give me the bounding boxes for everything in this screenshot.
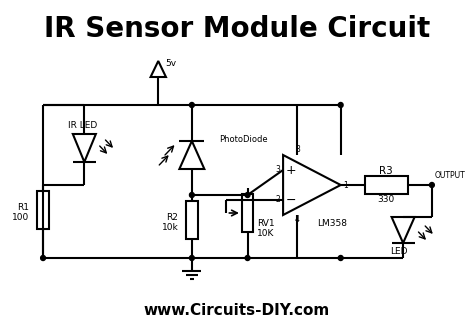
Circle shape (190, 256, 194, 260)
Text: 1: 1 (344, 181, 348, 189)
Circle shape (190, 192, 194, 198)
Text: RV1: RV1 (257, 218, 275, 228)
Text: LM358: LM358 (317, 218, 346, 228)
Circle shape (429, 183, 434, 187)
Circle shape (190, 102, 194, 108)
Circle shape (245, 192, 250, 198)
Text: 3: 3 (275, 166, 280, 174)
Bar (186, 201, 198, 239)
Text: IR Sensor Module Circuit: IR Sensor Module Circuit (44, 15, 430, 43)
Text: +: + (285, 164, 296, 176)
Text: 5v: 5v (165, 58, 176, 67)
Text: R1: R1 (18, 202, 29, 212)
Text: R3: R3 (379, 166, 393, 176)
Text: www.Circuits-DIY.com: www.Circuits-DIY.com (144, 303, 330, 318)
Text: LED: LED (391, 246, 408, 256)
Text: 2: 2 (275, 196, 280, 204)
Text: 10k: 10k (162, 224, 178, 232)
Bar (37, 191, 49, 229)
Text: R2: R2 (166, 213, 178, 221)
Text: IR LED: IR LED (68, 122, 97, 130)
Bar (242, 194, 253, 232)
Circle shape (41, 256, 46, 260)
Circle shape (338, 102, 343, 108)
Circle shape (338, 256, 343, 260)
Text: 8: 8 (295, 145, 300, 155)
Circle shape (245, 256, 250, 260)
Bar (365, 176, 408, 194)
Text: −: − (285, 194, 296, 206)
Text: PhotoDiode: PhotoDiode (219, 135, 267, 143)
Text: 10K: 10K (257, 230, 274, 239)
Text: 100: 100 (12, 214, 29, 223)
Text: 4: 4 (295, 215, 300, 225)
Text: 330: 330 (378, 195, 395, 203)
Text: OUTPUT: OUTPUT (435, 171, 465, 181)
